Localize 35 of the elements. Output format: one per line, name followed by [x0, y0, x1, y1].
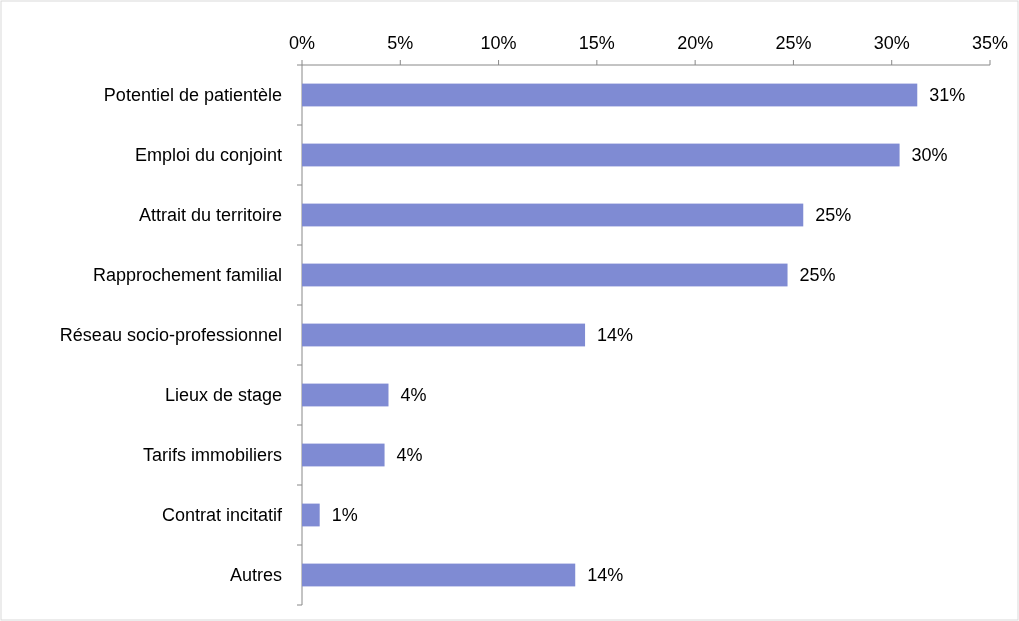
y-tick-label: Potentiel de patientèle	[103, 85, 282, 106]
x-tick-label: 5%	[387, 33, 414, 53]
data-label: 14%	[597, 325, 634, 346]
x-tick-label: 30%	[873, 33, 910, 53]
x-tick-label: 35%	[971, 33, 1009, 53]
bar	[302, 203, 804, 227]
bar	[302, 263, 788, 287]
x-tick-label: 15%	[578, 33, 615, 53]
y-tick-label: Autres	[229, 565, 282, 586]
bar	[302, 143, 900, 167]
data-label: 25%	[815, 205, 852, 226]
x-tick-label: 0%	[288, 33, 316, 53]
bar	[302, 323, 586, 347]
y-tick-label: Tarifs immobiliers	[142, 445, 282, 466]
bar	[302, 83, 918, 107]
bar	[302, 563, 576, 587]
bar	[302, 443, 385, 467]
y-tick-label: Lieux de stage	[164, 385, 282, 406]
x-tick-label: 10%	[480, 33, 517, 53]
y-tick-label: Emploi du conjoint	[134, 145, 282, 166]
x-tick-label: 25%	[775, 33, 812, 53]
bar	[302, 383, 389, 407]
y-tick-label: Contrat incitatif	[161, 505, 283, 526]
data-label: 25%	[799, 265, 836, 286]
x-tick-label: 20%	[677, 33, 714, 53]
data-label: 14%	[587, 565, 624, 586]
data-label: 4%	[400, 385, 427, 406]
y-tick-label: Rapprochement familial	[92, 265, 282, 286]
data-label: 31%	[929, 85, 966, 106]
data-label: 1%	[331, 505, 358, 526]
bar	[302, 503, 320, 527]
data-label: 30%	[911, 145, 948, 166]
data-label: 4%	[396, 445, 423, 466]
y-tick-label: Réseau socio-professionnel	[59, 325, 282, 346]
y-tick-label: Attrait du territoire	[138, 205, 282, 226]
